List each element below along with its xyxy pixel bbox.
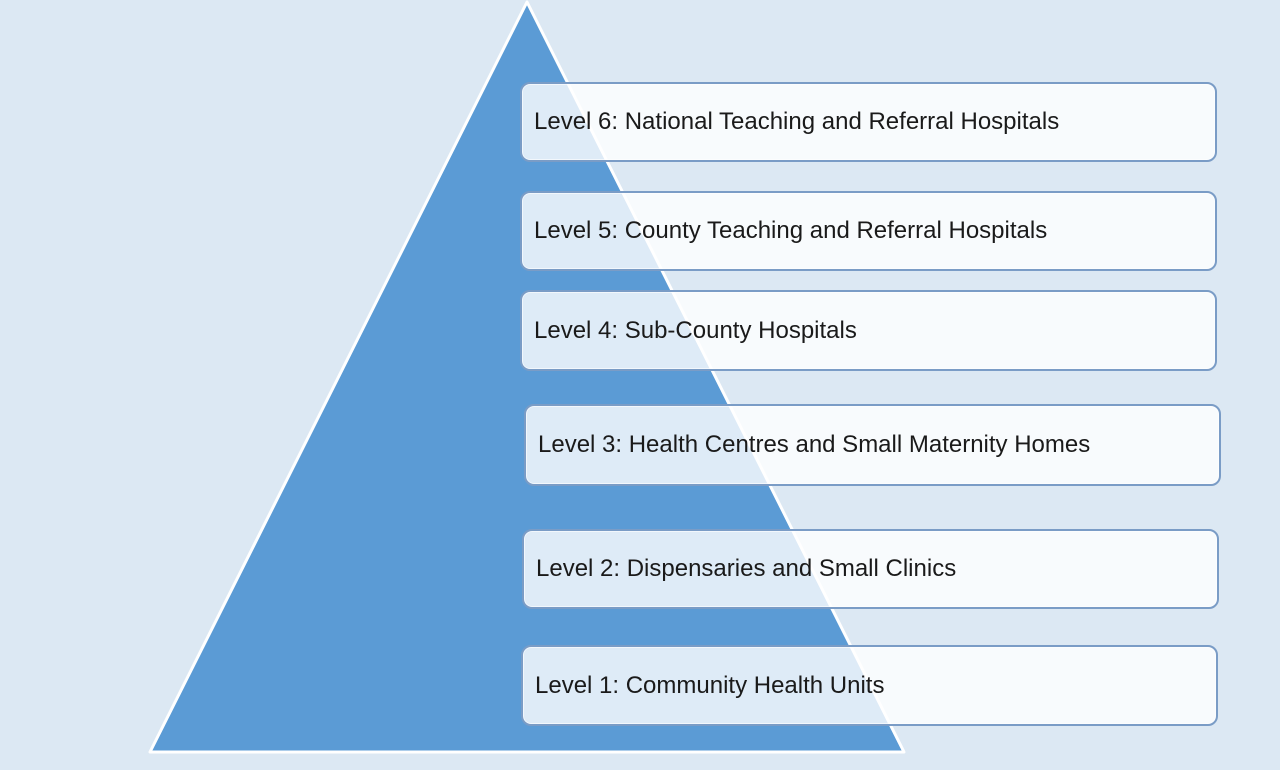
level-2-box: Level 2: Dispensaries and Small Clinics	[522, 529, 1219, 609]
level-2-label: Level 2: Dispensaries and Small Clinics	[536, 555, 957, 582]
level-6-box: Level 6: National Teaching and Referral …	[520, 82, 1217, 162]
level-3-box: Level 3: Health Centres and Small Matern…	[524, 404, 1221, 486]
level-3-label: Level 3: Health Centres and Small Matern…	[538, 431, 1091, 458]
level-1-label: Level 1: Community Health Units	[535, 671, 885, 699]
level-1-box: Level 1: Community Health Units	[521, 645, 1218, 726]
level-5-label: Level 5: County Teaching and Referral Ho…	[534, 217, 1048, 244]
level-6-label: Level 6: National Teaching and Referral …	[534, 108, 1060, 135]
level-5-box: Level 5: County Teaching and Referral Ho…	[520, 191, 1217, 271]
level-4-box: Level 4: Sub-County Hospitals	[520, 290, 1217, 371]
level-4-label: Level 4: Sub-County Hospitals	[534, 316, 857, 344]
